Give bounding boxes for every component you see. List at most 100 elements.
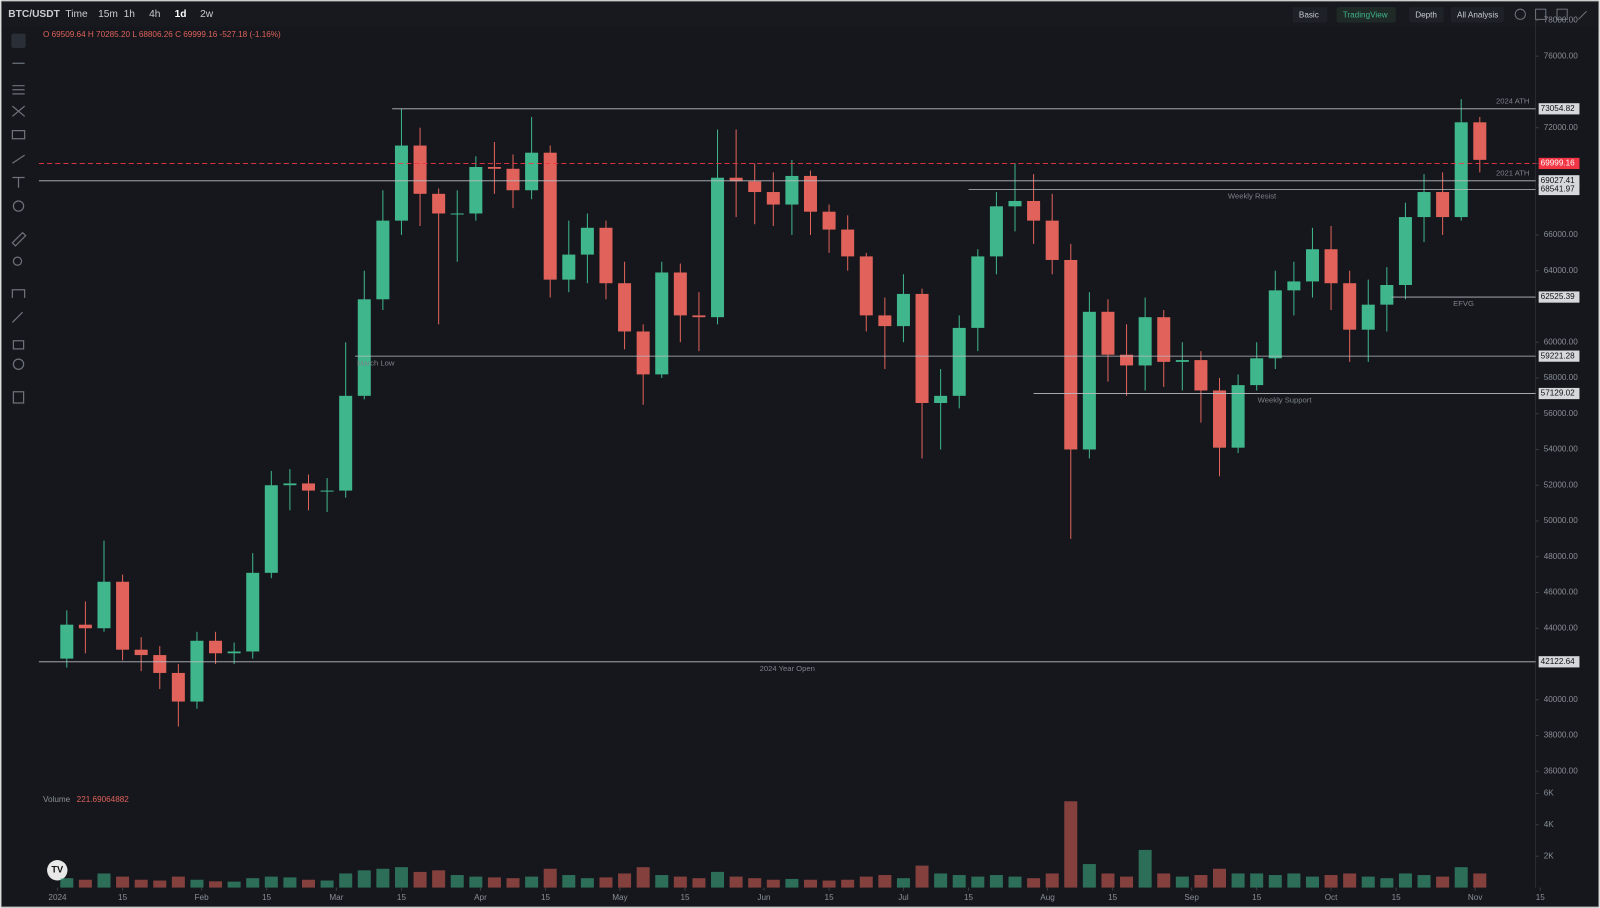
tool-icon[interactable] [11,311,24,323]
x-tick-label: 15 [1392,893,1402,902]
candle-body [915,293,929,403]
x-tick-label: Nov [1468,893,1483,902]
volume-bar [785,878,799,888]
volume-bar [692,878,706,888]
y-tick-label: 76000.00 [1544,51,1578,60]
tool-icon[interactable] [12,200,25,212]
tool-icon[interactable] [11,231,27,247]
tool-icon[interactable] [11,105,26,117]
volume-tick-label: 2K [1544,851,1555,860]
view-button[interactable] [1336,7,1396,23]
candle-body [1305,249,1319,282]
volume-bar [1027,878,1041,888]
tool-icon[interactable] [11,289,26,298]
symbol[interactable]: BTC/USDT [8,9,60,20]
interval-button[interactable]: 4h [149,9,160,20]
volume-bar [1436,876,1450,888]
volume-bar [1213,868,1227,888]
x-tick-label: May [612,893,628,902]
candle-body [134,649,148,656]
volume-bar [1101,873,1115,888]
y-tick-label: 50000.00 [1544,516,1578,525]
tool-icon[interactable] [11,33,26,48]
volume-bar [1082,864,1096,888]
volume-bar [1398,873,1412,888]
volume-bar [376,868,390,888]
tool-icon[interactable] [1556,8,1568,20]
interval-button[interactable]: 2w [200,9,214,20]
tool-icon[interactable] [12,154,25,164]
tool-icon[interactable] [1514,8,1526,20]
y-tick-label: 78000.00 [1544,16,1578,25]
x-tick-label: 15 [1252,893,1262,902]
candle-body [841,229,855,257]
level-price-box [1538,103,1580,115]
tool-icon[interactable] [11,129,26,140]
y-tick-label: 48000.00 [1544,552,1578,561]
volume-bar [1361,876,1375,888]
volume-bar [487,877,501,888]
volume-bar [915,865,929,888]
tool-icon[interactable] [12,391,25,404]
y-tick-label: 44000.00 [1544,623,1578,632]
candle-body [822,211,836,230]
volume-bar [1138,849,1152,888]
candle-body [1008,200,1022,207]
y-tick-label: 60000.00 [1544,337,1578,346]
tool-icon[interactable] [12,358,25,370]
view-label[interactable]: TradingView [1343,10,1388,19]
level-price: 69027.41 [1541,176,1575,185]
tool-icon[interactable] [12,176,25,188]
tool-icon[interactable] [1535,8,1547,20]
x-tick-label: Feb [195,893,210,902]
level-price: 59221.28 [1541,351,1575,360]
candle-body [525,152,539,191]
volume-bar [469,876,483,888]
volume-bar [339,873,353,888]
tool-icon[interactable] [1578,10,1587,20]
volume-bar [1064,801,1078,888]
candle-body [692,315,706,318]
candle-body [1027,200,1041,221]
view-button[interactable] [1409,7,1444,23]
view-label[interactable]: Basic [1299,10,1319,19]
interval-button[interactable]: 1d [175,9,187,20]
candle-body [246,572,260,652]
volume-bar [580,878,594,888]
volume-tick-label: 4K [1544,820,1555,829]
candle-body [655,272,669,375]
candle-body [1380,284,1394,305]
tool-icon[interactable] [12,256,23,266]
tool-icon[interactable] [12,85,25,95]
volume-bar [1268,875,1282,888]
y-tick-label: 72000.00 [1544,123,1578,132]
volume-bar [618,873,632,888]
view-label[interactable]: All Analysis [1457,10,1498,19]
candle-body [989,206,1003,257]
candle-body [171,672,185,702]
view-label[interactable]: Depth [1415,10,1437,19]
level-price-box [1538,157,1580,170]
candle-body [562,254,576,280]
x-tick-label: Sep [1184,893,1199,902]
candle-body [153,655,167,673]
candle-body [264,485,278,573]
interval-button[interactable]: 1h [124,9,135,20]
x-tick-label: 15 [680,893,690,902]
candle-body [1287,281,1301,291]
view-button[interactable] [1450,7,1504,23]
volume-bar [301,879,316,888]
volume-bar [859,876,873,888]
volume-bar [1454,867,1468,888]
candle-body [1473,122,1487,160]
candle-body [543,152,557,280]
candle-body [1324,249,1338,284]
tool-icon[interactable] [12,340,25,350]
volume-bar [673,876,687,888]
level-price-box [1538,387,1580,400]
view-button[interactable] [1292,7,1328,23]
volume-bar [1305,876,1319,888]
interval-button[interactable]: 15m [98,9,118,20]
interval-button[interactable]: Time [65,9,88,20]
